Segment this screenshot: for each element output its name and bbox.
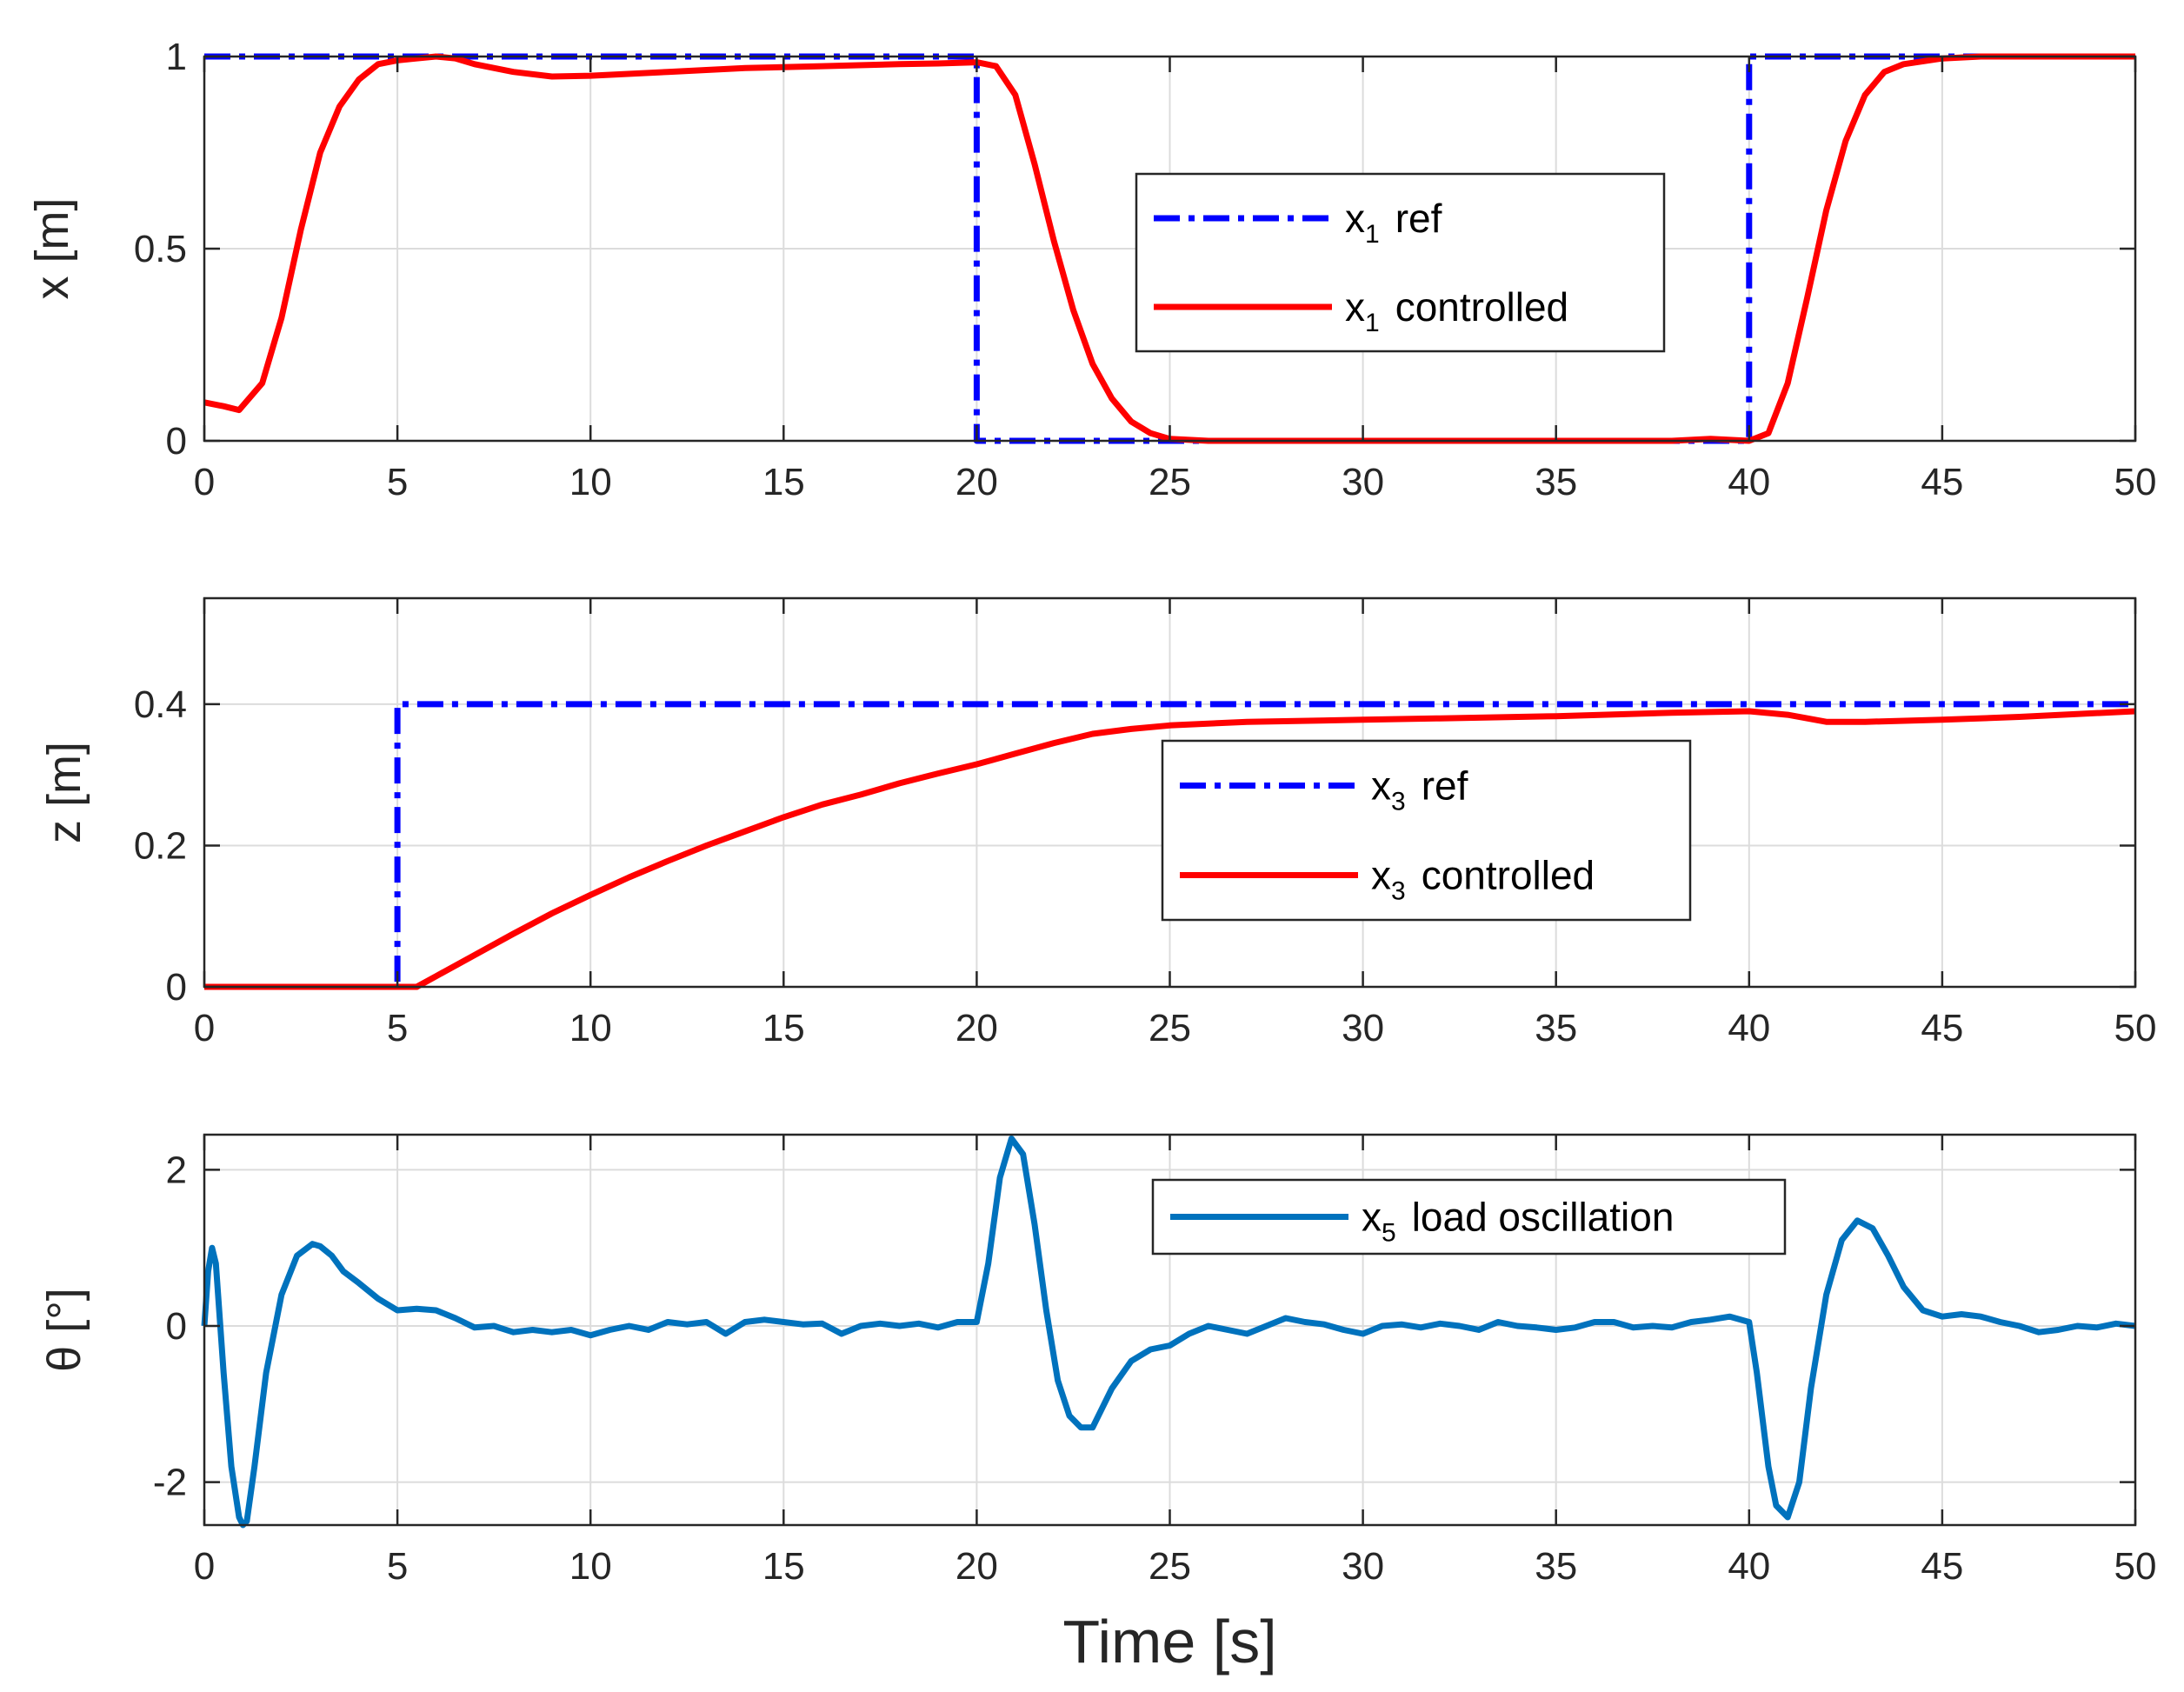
x-tick-label: 40 <box>1728 1545 1770 1588</box>
x-tick-label: 5 <box>387 1007 408 1049</box>
y-axis-label: θ [°] <box>38 1288 90 1372</box>
x-tick-label: 40 <box>1728 1007 1770 1049</box>
x-tick-label: 35 <box>1535 461 1577 503</box>
legend-label-rest: ref <box>1422 763 1468 809</box>
x-tick-label: 5 <box>387 461 408 503</box>
x-tick-label: 10 <box>569 1545 612 1588</box>
legend-box <box>1161 739 1692 922</box>
x-tick-label: 10 <box>569 1007 612 1049</box>
x-tick-label: 25 <box>1149 1007 1191 1049</box>
series-line-x1-controlled <box>203 53 2135 444</box>
y-tick-label: -2 <box>153 1462 187 1504</box>
series-line-x3-ref <box>204 701 2135 990</box>
x-tick-label: 35 <box>1535 1007 1577 1049</box>
legend-label: x3 controlled <box>1371 853 1595 906</box>
x-tick-label: 30 <box>1342 1545 1384 1588</box>
legend-label-rest: controlled <box>1395 284 1568 330</box>
y-tick-label: 2 <box>166 1149 187 1191</box>
x-tick-label: 45 <box>1921 1545 1963 1588</box>
x-tick-label: 35 <box>1535 1545 1577 1588</box>
legend-label-sub: 1 <box>1365 220 1380 249</box>
series-line-x5-load-oscillation <box>201 1136 2136 1529</box>
x-tick-label: 25 <box>1149 1545 1191 1588</box>
x-tick-label: 15 <box>762 461 805 503</box>
y-tick-label: 0 <box>166 420 187 463</box>
x-axis-label: Time [s] <box>1062 1608 1276 1675</box>
x-tick-label: 15 <box>762 1545 805 1588</box>
tick-marks <box>203 598 2137 989</box>
x-tick-label: 20 <box>956 1545 998 1588</box>
x-tick-label: 45 <box>1921 1007 1963 1049</box>
series-line-x3-controlled <box>204 708 2136 990</box>
legend: x5 load oscillation <box>1151 1178 1787 1256</box>
x-tick-label: 50 <box>2114 1545 2157 1588</box>
x-tick-label: 50 <box>2114 1007 2157 1049</box>
legend-label: x1 ref <box>1345 196 1442 249</box>
legend-label-sub: 5 <box>1382 1219 1396 1248</box>
legend-label-rest: controlled <box>1422 853 1595 898</box>
y-axis-label: z [m] <box>38 742 90 843</box>
legend-label-sub: 3 <box>1391 877 1406 906</box>
x-tick-label: 30 <box>1342 461 1384 503</box>
legend-box <box>1135 172 1666 353</box>
x-tick-label: 50 <box>2114 461 2157 503</box>
legend-label-sub: 1 <box>1365 309 1380 337</box>
legend-label-sub: 3 <box>1391 788 1406 816</box>
y-tick-label: 0 <box>166 1305 187 1348</box>
x-tick-label: 15 <box>762 1007 805 1049</box>
x-tick-label: 0 <box>194 461 215 503</box>
legend-label: x3 ref <box>1371 763 1468 816</box>
legend-label-rest: load oscillation <box>1412 1195 1675 1240</box>
x-tick-label: 5 <box>387 1545 408 1588</box>
x-tick-label: 0 <box>194 1007 215 1049</box>
y-tick-label: 0.2 <box>134 824 187 867</box>
legend-label-main: x <box>1371 763 1391 809</box>
legend-label-main: x <box>1371 853 1391 898</box>
tick-marks <box>203 55 2137 443</box>
x-tick-label: 30 <box>1342 1007 1384 1049</box>
y-tick-label: 0.5 <box>134 228 187 270</box>
tick-marks <box>203 1135 2137 1525</box>
y-tick-label: 0.4 <box>134 683 187 726</box>
x-tick-label: 10 <box>569 461 612 503</box>
x-tick-label: 45 <box>1921 461 1963 503</box>
x-tick-label: 20 <box>956 461 998 503</box>
y-axis-label: x [m] <box>26 198 78 300</box>
legend-label: x1 controlled <box>1345 284 1568 337</box>
y-tick-label: 1 <box>166 36 187 78</box>
x-tick-label: 25 <box>1149 461 1191 503</box>
legend-label-main: x <box>1345 284 1365 330</box>
legend-label: x5 load oscillation <box>1362 1195 1674 1248</box>
legend-label-rest: ref <box>1395 196 1442 241</box>
x-tick-label: 40 <box>1728 461 1770 503</box>
x-tick-label: 20 <box>956 1007 998 1049</box>
legend-label-main: x <box>1345 196 1365 241</box>
x-tick-label: 0 <box>194 1545 215 1588</box>
legend-label-main: x <box>1362 1195 1382 1240</box>
y-tick-label: 0 <box>166 966 187 1009</box>
